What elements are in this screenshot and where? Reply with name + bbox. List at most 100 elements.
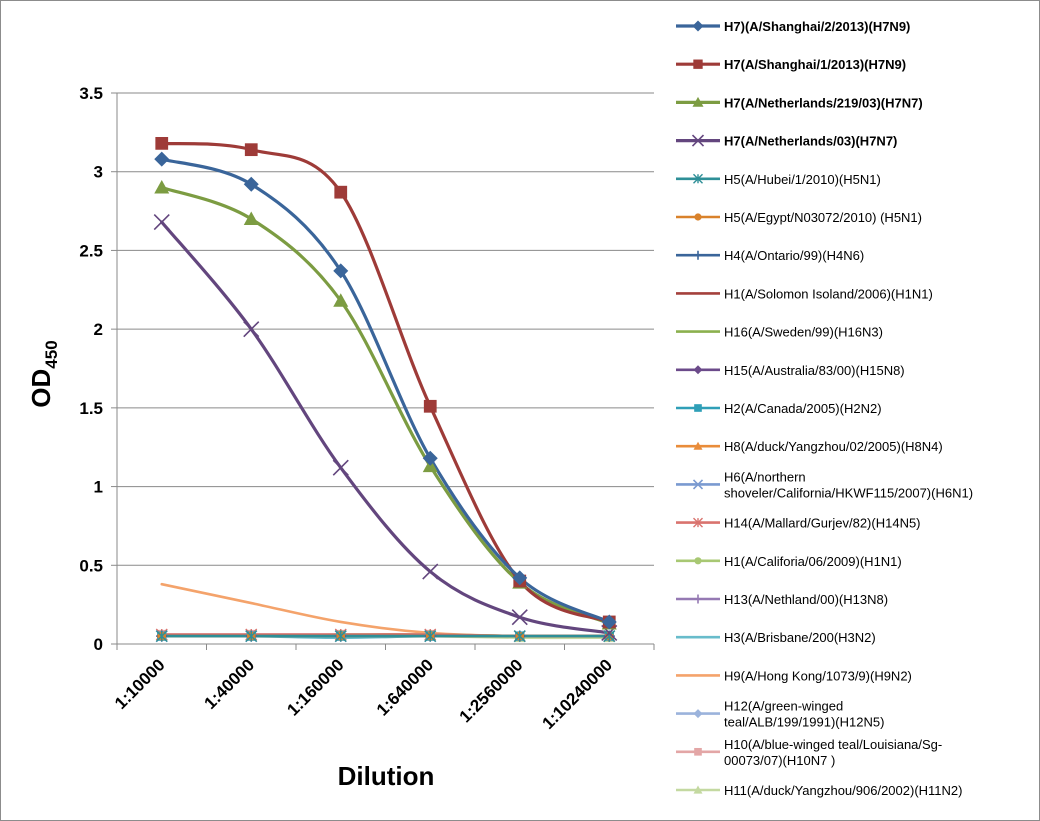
legend-item: H8(A/duck/Yangzhou/02/2005)(H8N4)	[676, 439, 943, 454]
y-tick-label: 3	[94, 163, 103, 182]
x-tick-label: 1:160000	[283, 655, 347, 719]
y-tick-label: 3.5	[79, 84, 103, 103]
legend-swatch-marker	[698, 331, 699, 332]
series-lines	[160, 141, 611, 640]
legend-swatch-marker	[693, 709, 703, 719]
legend-label: H4(A/Ontario/99)(H4N6)	[724, 248, 864, 263]
legend-label: H14(A/Mallard/Gurjev/82)(H14N5)	[724, 516, 921, 531]
legend-item: H5(A/Hubei/1/2010)(H5N1)	[676, 172, 881, 187]
legend-label: H1(A/Califoria/06/2009)(H1N1)	[724, 554, 902, 569]
legend-item: H5(A/Egypt/N03072/2010) (H5N1)	[676, 210, 922, 225]
legend-item: H2(A/Canada/2005)(H2N2)	[676, 401, 882, 416]
legend-label: teal/ALB/199/1991)(H12N5)	[724, 715, 884, 730]
legend-label: H3(A/Brisbane/200(H3N2)	[724, 630, 876, 645]
legend-swatch-marker	[693, 59, 703, 69]
data-point	[513, 630, 526, 643]
x-tick-label: 1:10240000	[538, 655, 616, 733]
legend-label: H12(A/green-winged	[724, 699, 843, 714]
legend-item: H10(A/blue-winged teal/Louisiana/Sg-0007…	[676, 737, 942, 768]
x-axis-title: Dilution	[338, 761, 435, 791]
y-tick-label: 2	[94, 320, 103, 339]
data-point	[161, 584, 162, 585]
legend-swatch-marker	[694, 213, 702, 221]
data-point	[424, 630, 437, 643]
legend-item: H4(A/Ontario/99)(H4N6)	[676, 248, 864, 263]
data-point	[154, 179, 170, 194]
series-line	[160, 220, 611, 635]
legend-item: H16(A/Sweden/99)(H16N3)	[676, 325, 883, 340]
legend-label: shoveler/California/HKWF115/2007)(H6N1)	[724, 485, 973, 500]
legend-swatch-marker	[693, 785, 703, 794]
data-point	[422, 450, 438, 466]
legend-label: H8(A/duck/Yangzhou/02/2005)(H8N4)	[724, 439, 943, 454]
legend-swatch-marker	[698, 675, 699, 676]
legend-label: H1(A/Solomon Isoland/2006)(H1N1)	[724, 286, 933, 301]
y-tick-label: 0.5	[79, 556, 103, 575]
data-point	[332, 459, 349, 476]
legend-swatch-marker	[693, 250, 703, 260]
series-line	[160, 157, 611, 624]
legend-item: H14(A/Mallard/Gurjev/82)(H14N5)	[676, 516, 921, 531]
series-line	[160, 582, 611, 638]
series-markers	[153, 137, 618, 643]
legend-swatch-marker	[693, 173, 703, 184]
data-point	[243, 321, 260, 338]
legend-swatch-marker	[694, 747, 702, 756]
legend-item: H1(A/Solomon Isoland/2006)(H1N1)	[676, 286, 933, 301]
data-point	[154, 151, 170, 167]
legend-label: H6(A/northern	[724, 469, 806, 484]
data-point	[422, 563, 439, 580]
data-point	[423, 399, 437, 413]
x-tick-label: 1:2560000	[456, 655, 527, 726]
data-point	[601, 614, 617, 630]
y-axis-title-main: OD	[26, 369, 56, 408]
legend-label: H15(A/Australia/83/00)(H15N8)	[724, 363, 905, 378]
data-point	[243, 176, 259, 192]
grid-lines	[117, 92, 654, 566]
data-point	[512, 570, 528, 586]
data-point	[155, 137, 169, 150]
y-tick-label: 1	[94, 478, 103, 497]
data-point	[251, 603, 252, 604]
legend-swatch-marker	[692, 20, 704, 32]
legend-item: H7)(A/Shanghai/2/2013)(H7N9)	[676, 19, 910, 34]
x-tick-labels: 1:10000 1:40000 1:160000 1:640000 1:2560000 1…	[111, 655, 616, 733]
legend-swatch-marker	[698, 637, 699, 638]
legend-item: H13(A/Nethland/00)(H13N8)	[676, 592, 888, 607]
axes	[111, 92, 655, 650]
x-tick-label: 1:10000	[111, 655, 169, 713]
data-point	[244, 143, 258, 157]
legend-swatch-marker	[698, 293, 699, 294]
legend-label: H11(A/duck/Yangzhou/906/2002)(H11N2)	[724, 783, 962, 798]
data-point	[155, 630, 168, 643]
legend: H7)(A/Shanghai/2/2013)(H7N9) H7(A/Shangha…	[676, 19, 973, 798]
legend-item: H6(A/northernshoveler/California/HKWF115…	[676, 469, 973, 500]
data-point	[245, 630, 258, 643]
y-axis-title-subscript: 450	[42, 340, 61, 368]
legend-label: H9(A/Hong Kong/1073/9)(H9N2)	[724, 668, 912, 683]
data-point	[333, 293, 349, 307]
legend-item: H7(A/Shanghai/1/2013)(H7N9)	[676, 57, 906, 72]
data-point	[153, 214, 170, 231]
legend-label: H2(A/Canada/2005)(H2N2)	[724, 401, 882, 416]
legend-swatch-marker	[693, 517, 703, 528]
data-point	[243, 211, 259, 225]
legend-label: H16(A/Sweden/99)(H16N3)	[724, 325, 883, 340]
legend-swatch-marker	[694, 557, 702, 565]
legend-label: H7(A/Netherlands/219/03)(H7N7)	[724, 95, 923, 110]
legend-swatch-marker	[692, 479, 704, 490]
data-point	[334, 185, 348, 199]
legend-label: H10(A/blue-winged teal/Louisiana/Sg-	[724, 737, 942, 752]
data-point	[334, 630, 347, 643]
legend-item: H7(A/Netherlands/03)(H7N7)	[676, 134, 897, 149]
legend-item: H9(A/Hong Kong/1073/9)(H9N2)	[676, 668, 912, 683]
legend-label: H13(A/Nethland/00)(H13N8)	[724, 592, 888, 607]
legend-swatch-marker	[691, 134, 705, 147]
legend-item: H7(A/Netherlands/219/03)(H7N7)	[676, 95, 923, 110]
y-tick-label: 0	[94, 635, 103, 654]
legend-label: H7)(A/Shanghai/2/2013)(H7N9)	[724, 19, 910, 34]
legend-label: H5(A/Hubei/1/2010)(H5N1)	[724, 172, 881, 187]
legend-item: H15(A/Australia/83/00)(H15N8)	[676, 363, 905, 378]
